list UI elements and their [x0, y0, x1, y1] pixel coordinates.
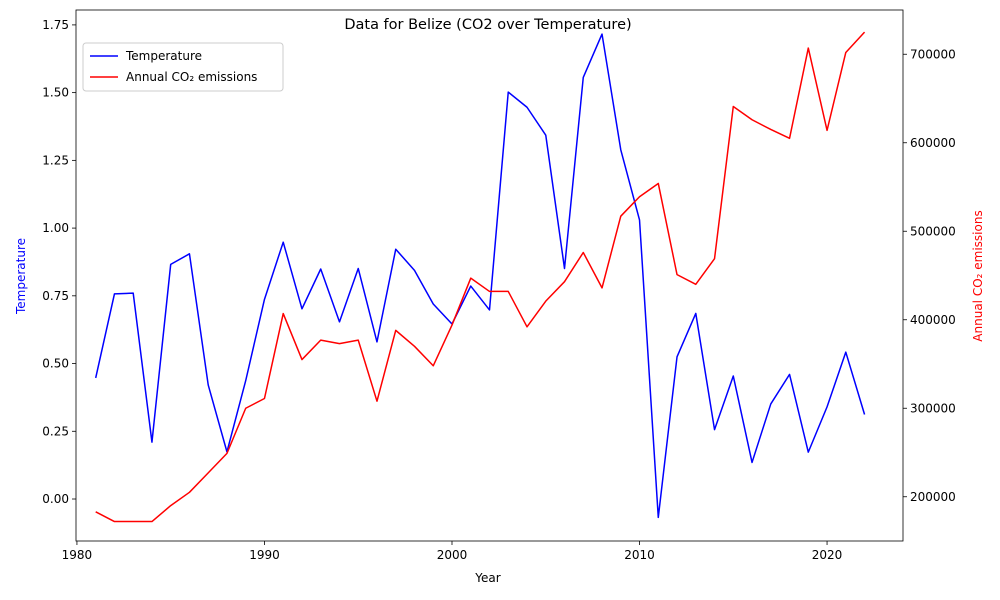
- y-left-tick-label: 0.00: [42, 492, 69, 506]
- y-left-tick-label: 0.75: [42, 289, 69, 303]
- temperature-series-line: [94, 33, 866, 519]
- y-left-axis-ticks: 0.00 0.25 0.50 0.75 1.00 1.25 1.50 1.75: [42, 18, 76, 506]
- y-right-tick-label: 500000: [910, 224, 956, 238]
- x-tick-label: 2000: [437, 548, 468, 562]
- legend-box: [82, 42, 284, 92]
- x-tick-label: 2020: [812, 548, 843, 562]
- chart-title: Data for Belize (CO2 over Temperature): [344, 17, 631, 33]
- legend-label-co2: Annual CO₂ emissions: [126, 70, 257, 84]
- legend: Temperature Annual CO₂ emissions: [82, 42, 284, 92]
- x-axis-label: Year: [474, 571, 500, 585]
- y-right-tick-label: 200000: [910, 490, 956, 504]
- x-tick-label: 2010: [624, 548, 655, 562]
- y-right-axis-label: Annual CO₂ emissions: [971, 210, 985, 341]
- y-left-tick-label: 0.50: [42, 357, 69, 371]
- plot-frame: [75, 9, 904, 542]
- series-layer: [94, 31, 866, 523]
- y-left-tick-label: 1.25: [42, 153, 69, 167]
- y-left-tick-label: 0.25: [42, 424, 69, 438]
- y-right-tick-label: 400000: [910, 313, 956, 327]
- y-right-tick-label: 300000: [910, 401, 956, 415]
- y-left-tick-label: 1.75: [42, 18, 69, 32]
- y-left-tick-label: 1.00: [42, 221, 69, 235]
- x-tick-label: 1980: [62, 548, 93, 562]
- y-right-axis-ticks: 200000 300000 400000 500000 600000 700000: [903, 47, 956, 504]
- y-right-tick-label: 600000: [910, 136, 956, 150]
- y-right-tick-label: 700000: [910, 47, 956, 61]
- legend-label-temperature: Temperature: [125, 49, 202, 63]
- y-left-tick-label: 1.50: [42, 86, 69, 100]
- y-left-axis-label: Temperature: [14, 238, 28, 315]
- x-axis-ticks: 1980 1990 2000 2010 2020: [62, 541, 843, 562]
- x-tick-label: 1990: [249, 548, 280, 562]
- co2-series-line: [95, 31, 866, 523]
